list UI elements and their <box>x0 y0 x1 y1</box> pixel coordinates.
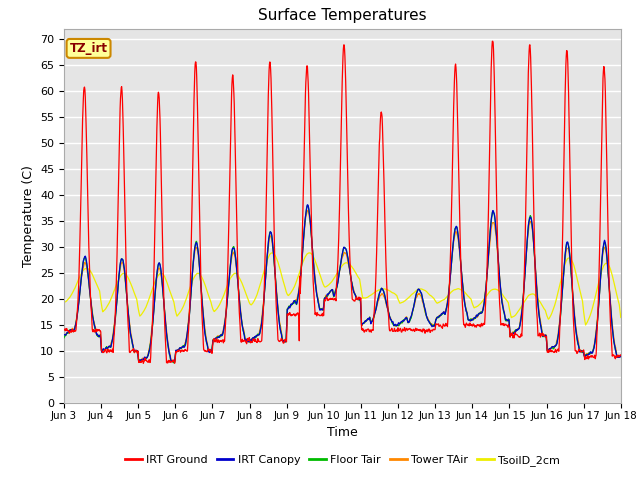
Legend: IRT Ground, IRT Canopy, Floor Tair, Tower TAir, TsoilD_2cm: IRT Ground, IRT Canopy, Floor Tair, Towe… <box>120 451 564 471</box>
X-axis label: Time: Time <box>327 426 358 439</box>
Title: Surface Temperatures: Surface Temperatures <box>258 9 427 24</box>
Text: TZ_irt: TZ_irt <box>70 42 108 55</box>
Y-axis label: Temperature (C): Temperature (C) <box>22 165 35 267</box>
